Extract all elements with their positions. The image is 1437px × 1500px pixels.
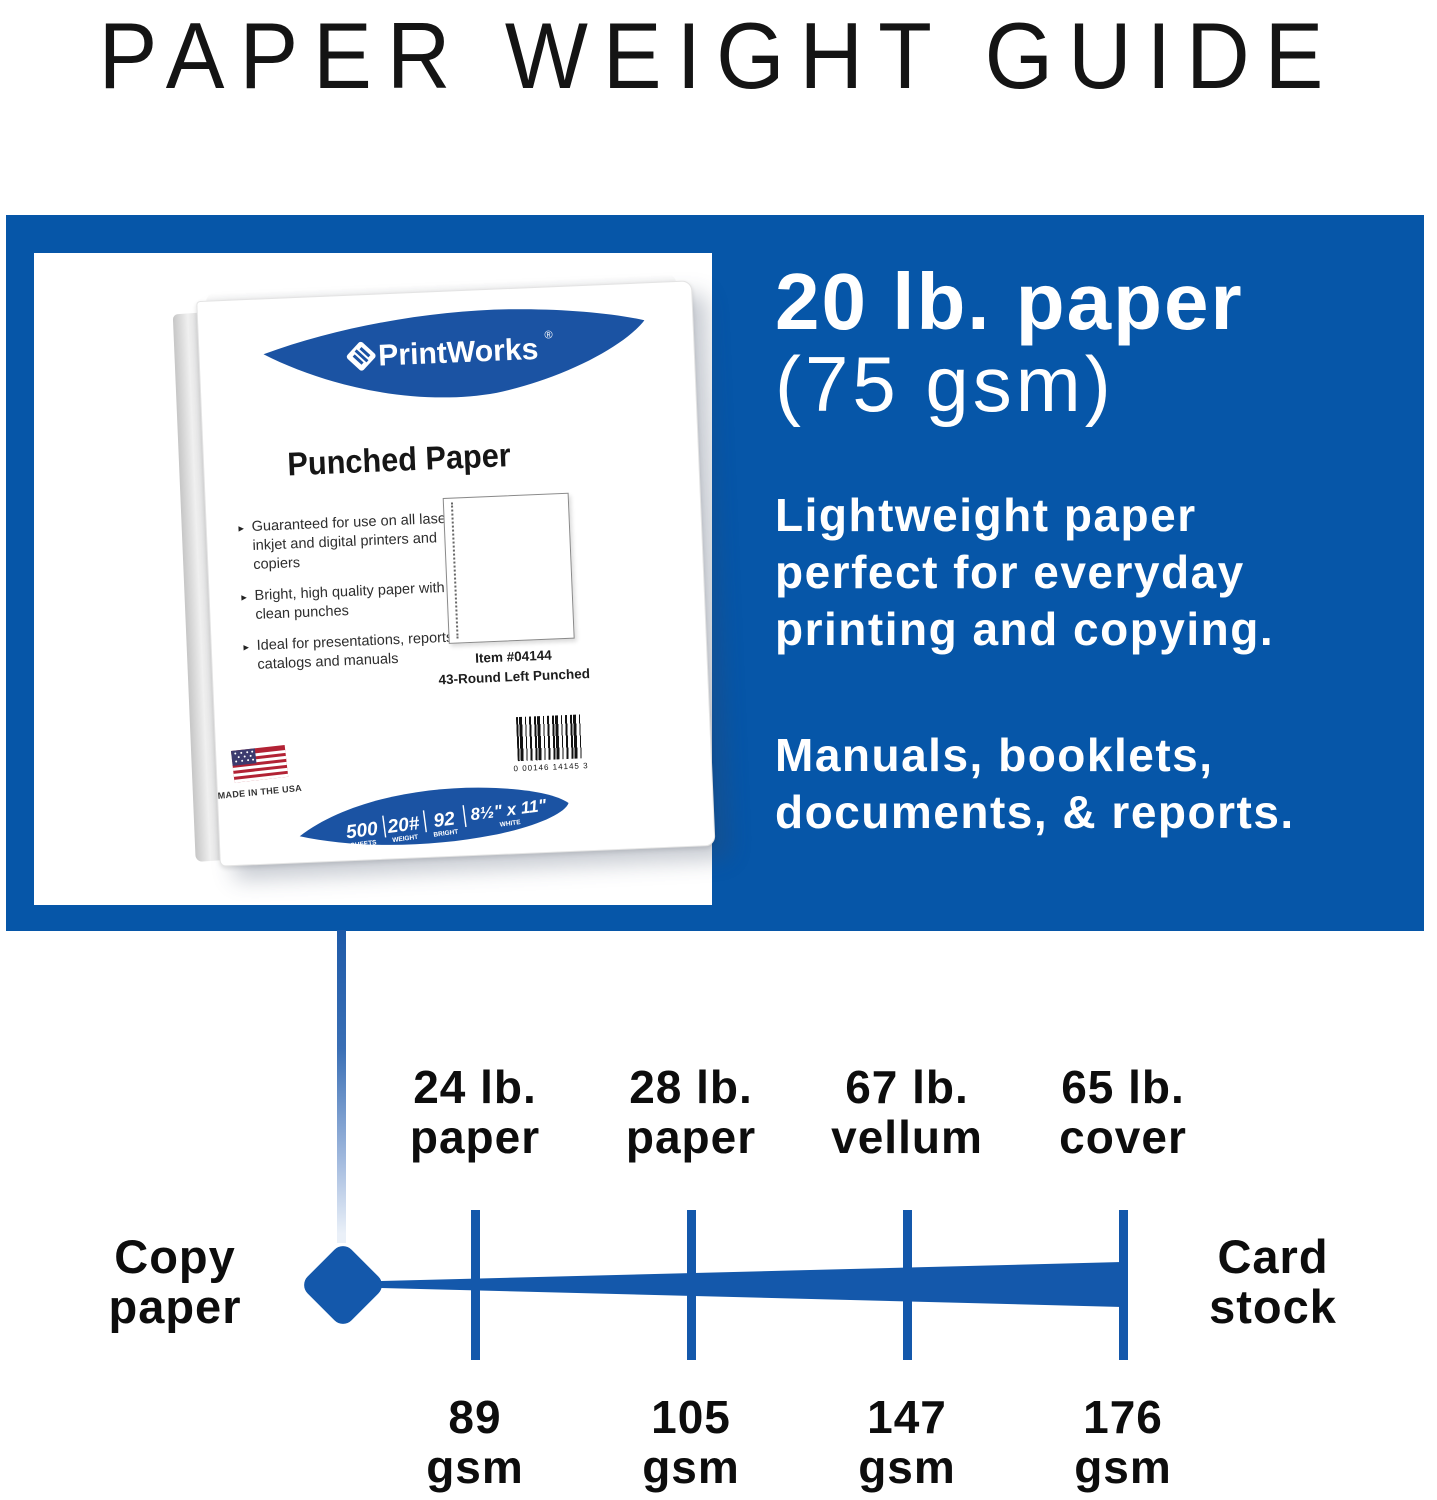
panel-paragraph-applications: Manuals, booklets, documents, & reports.	[775, 727, 1295, 841]
paragraph-line: documents, & reports.	[775, 786, 1295, 838]
marker-weight-label: 65 lb. cover	[1013, 1062, 1233, 1162]
weight-value: 28 lb.	[629, 1061, 753, 1113]
panel-heading: 20 lb. paper	[775, 257, 1244, 346]
spec-label: SHEETS	[350, 839, 377, 849]
scale-left-label: Copy paper	[55, 1232, 295, 1332]
hero-panel: PrintWorks ® Punched Paper ► Guaranteed …	[6, 215, 1424, 931]
marker-gsm-label: 147 gsm	[797, 1392, 1017, 1492]
paragraph-line: perfect for everyday	[775, 546, 1245, 598]
marker-weight-label: 67 lb. vellum	[797, 1062, 1017, 1162]
weight-wedge	[380, 1262, 1122, 1307]
printworks-diamond-icon	[346, 341, 376, 371]
product-inset: PrintWorks ® Punched Paper ► Guaranteed …	[34, 253, 716, 905]
left-label-line: Copy	[114, 1230, 236, 1283]
connector-line	[337, 930, 346, 1243]
left-label-line: paper	[108, 1280, 242, 1333]
gsm-value: 105	[651, 1391, 731, 1443]
weight-kind: vellum	[831, 1111, 983, 1163]
spec-value: 92	[432, 808, 456, 832]
package-front: PrintWorks ® Punched Paper ► Guaranteed …	[196, 280, 716, 867]
panel-subheading: (75 gsm)	[775, 340, 1115, 428]
weight-kind: cover	[1059, 1111, 1187, 1163]
weight-value: 24 lb.	[413, 1061, 537, 1113]
gsm-unit: gsm	[858, 1441, 956, 1493]
weight-kind: paper	[409, 1111, 541, 1163]
right-label-line: stock	[1209, 1280, 1337, 1333]
scale-tick-176gsm	[1119, 1210, 1128, 1360]
panel-paragraph-uses: Lightweight paper perfect for everyday p…	[775, 487, 1274, 658]
weight-value: 67 lb.	[845, 1061, 969, 1113]
paragraph-line: Manuals, booklets,	[775, 729, 1214, 781]
spec-divider	[422, 810, 427, 833]
gsm-value: 89	[448, 1391, 502, 1443]
gsm-unit: gsm	[642, 1441, 740, 1493]
us-flag-icon	[230, 744, 289, 783]
brand-text: PrintWorks	[378, 333, 539, 373]
spec-divider	[382, 815, 387, 838]
scale-tick-89gsm	[471, 1210, 480, 1360]
brand-reg-mark: ®	[544, 329, 553, 341]
right-label-line: Card	[1217, 1230, 1329, 1283]
gsm-unit: gsm	[1074, 1441, 1172, 1493]
spec-swoosh: 500 SHEETS 20# WEIGHT 92 BRIGHT 8½" x 11…	[299, 787, 569, 849]
scale-tick-105gsm	[687, 1210, 696, 1360]
marker-weight-label: 28 lb. paper	[581, 1062, 801, 1162]
scale-tick-147gsm	[903, 1210, 912, 1360]
paragraph-line: printing and copying.	[775, 603, 1275, 655]
spec-label: WEIGHT	[392, 834, 419, 844]
spec-value: 500	[345, 818, 380, 843]
spec-divider	[462, 805, 467, 828]
spec-label: BRIGHT	[433, 829, 459, 839]
paper-ream-package: PrintWorks ® Punched Paper ► Guaranteed …	[172, 274, 716, 873]
scale-right-label: Card stock	[1153, 1232, 1393, 1332]
gsm-value: 176	[1083, 1391, 1163, 1443]
swoosh-shape	[263, 309, 645, 398]
gsm-value: 147	[867, 1391, 947, 1443]
page-title: PAPER WEIGHT GUIDE	[98, 3, 1339, 108]
marker-gsm-label: 89 gsm	[365, 1392, 585, 1492]
spec-value: 20#	[385, 813, 421, 838]
marker-gsm-label: 176 gsm	[1013, 1392, 1233, 1492]
spec-swoosh-shape	[299, 787, 569, 845]
weight-value: 65 lb.	[1061, 1061, 1185, 1113]
weight-kind: paper	[625, 1111, 757, 1163]
brand-swoosh: PrintWorks ®	[263, 309, 645, 398]
marker-gsm-label: 105 gsm	[581, 1392, 801, 1492]
paragraph-line: Lightweight paper	[775, 489, 1197, 541]
spec-label: WHITE	[499, 819, 521, 829]
marker-weight-label: 24 lb. paper	[365, 1062, 585, 1162]
gsm-unit: gsm	[426, 1441, 524, 1493]
